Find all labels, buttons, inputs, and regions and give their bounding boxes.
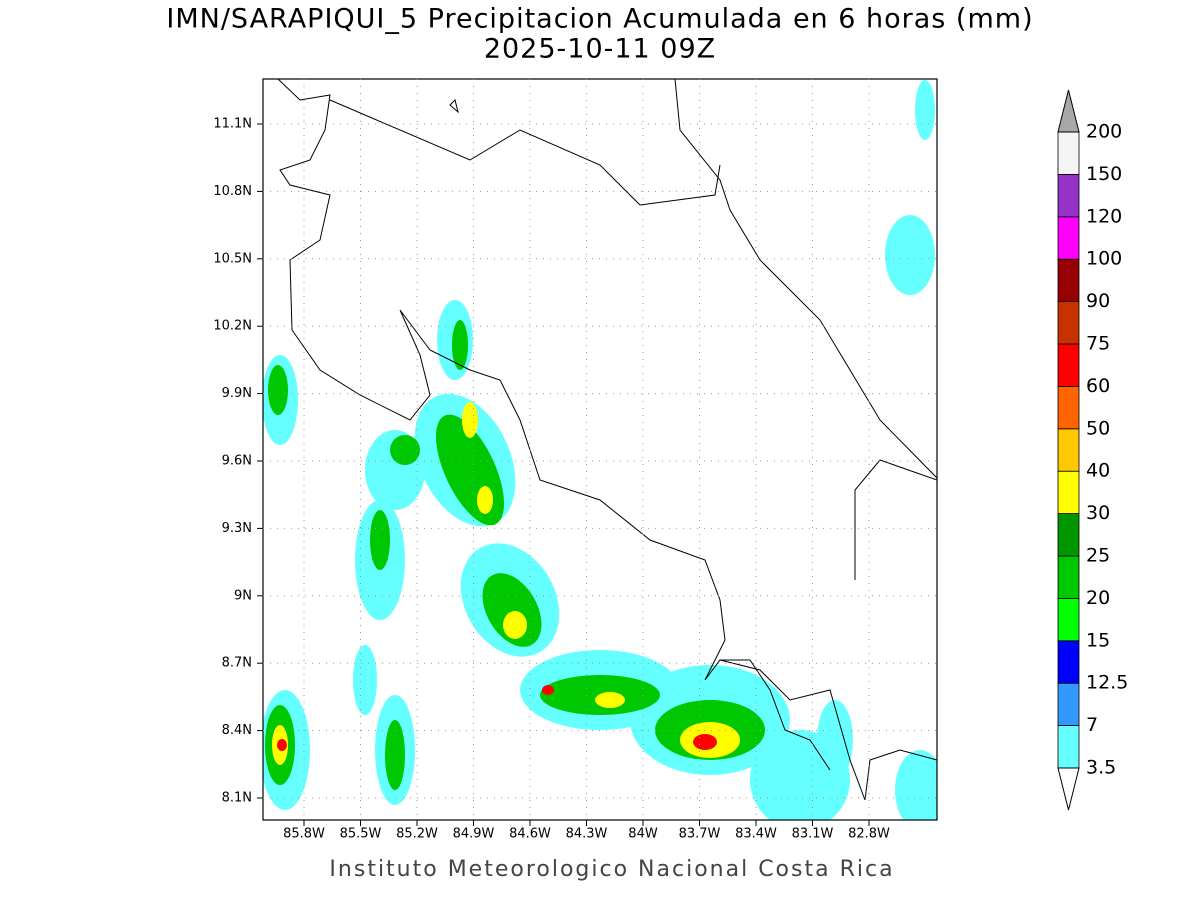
colorbar-box [1057,428,1080,472]
colorbar-label: 7 [1086,714,1098,736]
colorbar-label: 25 [1086,545,1110,567]
lon-label: 85.5W [340,827,382,842]
colorbar-box [1057,555,1080,599]
lat-label: 9.3N [222,521,252,536]
lat-label: 9.9N [222,386,252,401]
lat-label: 10.8N [213,184,252,199]
colorbar-label: 75 [1086,333,1110,355]
colorbar-label: 60 [1086,375,1110,397]
colorbar-box [1057,640,1080,684]
lat-label: 8.1N [222,791,252,806]
colorbar-box [1057,301,1080,345]
colorbar-box [1057,131,1080,175]
footer: Instituto Meteorologico Nacional Costa R… [329,857,894,882]
colorbar-label: 150 [1086,163,1122,185]
colorbar-box [1057,216,1080,260]
colorbar-label: 3.5 [1086,757,1116,779]
lon-label: 82.8W [848,827,890,842]
colorbar-box [1057,258,1080,303]
colorbar-below [1057,767,1080,811]
colorbar-label: 120 [1086,205,1122,227]
lon-label: 85.8W [283,827,325,842]
lat-label: 8.7N [222,656,252,671]
subtitle: 2025-10-11 09Z [484,34,716,65]
colorbar-box [1057,513,1080,557]
colorbar-label: 12.5 [1086,672,1128,694]
colorbar-label: 90 [1086,290,1110,312]
colorbar-label: 30 [1086,502,1110,524]
colorbar-label: 15 [1086,629,1110,651]
colorbar-box [1057,173,1080,218]
lon-label: 84W [628,827,658,842]
colorbar-box [1057,682,1080,727]
lon-label: 84.9W [453,827,495,842]
map-frame [262,78,938,821]
title: IMN/SARAPIQUI_5 Precipitacion Acumulada … [166,4,1033,35]
coastlines [277,79,937,801]
colorbar-label: 50 [1086,417,1110,439]
lon-label: 83.7W [679,827,721,842]
lat-label: 8.4N [222,723,252,738]
lon-label: 84.6W [509,827,551,842]
colorbar-box [1057,343,1080,387]
lat-label: 9.6N [222,454,252,469]
lon-label: 83.1W [792,827,834,842]
colorbar-label: 200 [1086,121,1122,143]
colorbar-box [1057,725,1080,769]
colorbar-label: 100 [1086,248,1122,270]
colorbar-box [1057,385,1080,430]
lon-label: 84.3W [566,827,608,842]
colorbar-above [1057,89,1080,133]
lat-label: 10.2N [213,319,252,334]
colorbar-box [1057,470,1080,515]
colorbar-label: 20 [1086,587,1110,609]
lat-label: 10.5N [213,251,252,266]
lat-label: 9N [234,588,252,603]
colorbar-box [1057,598,1080,642]
precipitation-field [263,80,937,820]
lat-label: 11.1N [213,117,252,132]
colorbar-label: 40 [1086,460,1110,482]
lon-label: 85.2W [396,827,438,842]
lon-label: 83.4W [735,827,777,842]
